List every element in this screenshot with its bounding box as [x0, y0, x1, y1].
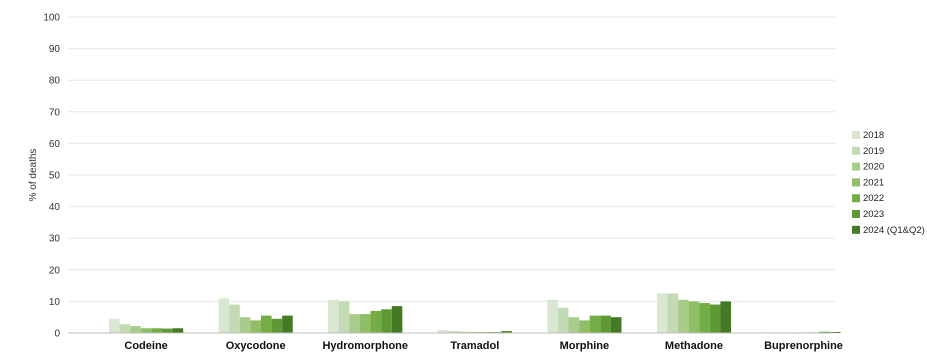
y-tick-label: 10	[49, 297, 61, 308]
category-labels: Codeine Oxycodone Hydromorphone Tramadol Mor…	[124, 340, 843, 352]
legend-label: 2023	[863, 209, 884, 220]
bar	[140, 328, 152, 333]
y-tick-label: 30	[49, 234, 61, 245]
y-tick-label: 70	[49, 107, 61, 118]
bar	[282, 315, 293, 333]
bar	[119, 324, 131, 333]
legend-swatch	[852, 162, 860, 171]
category-label: Hydromorphone	[322, 340, 408, 352]
legend-label: 2020	[863, 162, 884, 173]
y-tick-label: 20	[49, 265, 61, 276]
bar	[260, 315, 272, 333]
legend-label: 2021	[863, 177, 884, 188]
bar	[391, 306, 403, 333]
legend-swatch	[852, 225, 860, 234]
bar	[239, 317, 251, 333]
y-tick-label: 60	[49, 139, 61, 150]
legend-label: 2018	[863, 130, 884, 141]
y-tick-label: 0	[54, 329, 60, 340]
bar	[271, 318, 283, 333]
bar	[568, 317, 580, 333]
bar	[359, 314, 371, 333]
legend-swatch	[852, 131, 860, 139]
bar	[579, 320, 590, 333]
legend-swatch	[852, 178, 860, 187]
bar	[600, 315, 611, 333]
bar	[437, 329, 449, 333]
gridlines	[68, 16, 835, 302]
bar	[130, 326, 141, 333]
category-label: Methadone	[665, 340, 723, 352]
bar	[699, 302, 710, 333]
bar	[370, 310, 382, 333]
bar	[162, 328, 173, 333]
bar	[172, 328, 184, 333]
bar	[349, 314, 360, 333]
bar	[381, 309, 392, 333]
y-tick-label: 80	[49, 76, 61, 87]
bar	[557, 307, 569, 333]
legend-swatch	[852, 146, 860, 155]
y-tick-label: 100	[43, 13, 60, 24]
bar	[656, 293, 668, 333]
y-tick-label: 40	[49, 202, 61, 213]
bar	[667, 293, 679, 333]
legend-label: 2024 (Q1&Q2)	[863, 225, 925, 236]
bar	[589, 315, 601, 333]
bar	[448, 331, 459, 333]
bar	[338, 301, 350, 333]
bar	[610, 317, 622, 333]
category-label: Codeine	[124, 340, 167, 352]
legend-label: 2022	[863, 193, 884, 204]
y-axis-ticks: 0 10 20 30 40 50 60 70 80 90 100	[43, 13, 60, 340]
bar	[547, 299, 558, 333]
bar	[720, 301, 732, 333]
y-tick-label: 50	[49, 171, 61, 182]
y-tick-label: 90	[49, 44, 61, 55]
bar	[678, 299, 689, 333]
legend-swatch	[852, 194, 860, 203]
category-label: Buprenorphine	[764, 340, 843, 352]
bar	[458, 331, 470, 333]
category-label: Tramadol	[450, 340, 499, 352]
legend-swatch	[852, 210, 860, 218]
legend-label: 2019	[863, 146, 884, 157]
category-label: Morphine	[560, 340, 610, 352]
bar	[819, 331, 831, 333]
bar	[218, 298, 230, 333]
bar	[109, 318, 120, 333]
bar	[151, 328, 162, 333]
y-axis-label: % of deaths	[28, 149, 39, 202]
bars	[109, 293, 841, 334]
legend: 2018 2019 2020 2021 2022 2023 2024 (Q1&Q2)	[852, 130, 925, 236]
bar	[328, 299, 339, 333]
bar	[709, 304, 721, 333]
bar	[501, 331, 512, 333]
bar	[250, 320, 261, 333]
bar	[229, 304, 240, 333]
bar	[688, 301, 700, 333]
bar	[830, 332, 841, 333]
category-label: Oxycodone	[226, 340, 286, 352]
